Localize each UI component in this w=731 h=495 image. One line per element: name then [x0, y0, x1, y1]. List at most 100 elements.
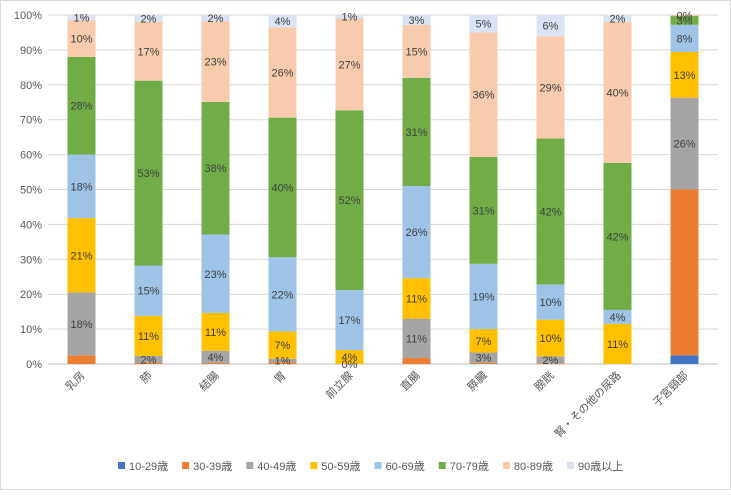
- bar-segment: [268, 358, 297, 363]
- y-tick-label: 80%: [20, 80, 42, 92]
- data-label: 4%: [610, 312, 626, 324]
- data-label: 1%: [342, 12, 358, 24]
- data-label: 4%: [208, 352, 224, 364]
- data-label: 38%: [204, 163, 226, 175]
- data-label: 11%: [138, 331, 159, 343]
- data-label: 28%: [70, 101, 92, 113]
- bar-segment: [335, 15, 364, 19]
- data-label: 15%: [405, 46, 427, 58]
- bar-segment: [536, 284, 565, 320]
- bar-segment: [402, 358, 431, 364]
- bar-segment: [402, 24, 431, 78]
- data-label: 53%: [137, 168, 159, 180]
- bar-segment: [469, 157, 498, 264]
- data-label: 0%: [342, 359, 358, 371]
- data-label: 18%: [70, 181, 92, 193]
- bar-segment: [268, 257, 297, 332]
- legend-label: 90歳以上: [578, 460, 623, 473]
- data-label: 26%: [271, 67, 293, 79]
- segment-labels: 18% 21% 18% 28% 10% 1% 2% 11% 15% 53% 17% 2% 4% 11% 23…: [70, 11, 695, 371]
- data-label: 1%: [74, 13, 90, 25]
- bar-segment: [335, 290, 364, 351]
- bar-segment: [201, 15, 230, 22]
- data-label: 4%: [342, 352, 358, 364]
- data-label: 2%: [610, 13, 626, 25]
- data-label: 10%: [70, 34, 92, 46]
- legend-label: 50-59歳: [321, 460, 360, 473]
- data-label: 17%: [338, 315, 360, 327]
- data-label: 10%: [539, 333, 561, 345]
- y-tick-label: 100%: [14, 10, 42, 22]
- bar-segment: [603, 309, 632, 324]
- legend-label: 70-79歳: [450, 460, 489, 473]
- data-label: 13%: [673, 70, 695, 82]
- data-label: 40%: [606, 87, 628, 99]
- bars: [67, 15, 699, 364]
- data-label: 26%: [405, 227, 427, 239]
- y-tick-label: 30%: [20, 254, 42, 266]
- bar-segment: [603, 162, 632, 310]
- bar-segment: [536, 319, 565, 357]
- data-label: 21%: [70, 250, 92, 262]
- legend-label: 30-39歳: [193, 460, 232, 473]
- bar-segment: [469, 352, 498, 363]
- data-label: 3%: [409, 15, 425, 27]
- bar-segment: [134, 362, 163, 364]
- bar-segment: [670, 24, 699, 52]
- bar-segment: [67, 56, 96, 155]
- data-label: 11%: [406, 333, 427, 345]
- data-label: 3%: [476, 353, 492, 365]
- bar-segment: [603, 15, 632, 22]
- bar-segment: [268, 15, 297, 28]
- bar-segment: [670, 15, 699, 17]
- legend-swatch: [502, 462, 510, 469]
- data-label: 5%: [476, 19, 492, 31]
- legend-swatch: [246, 462, 254, 469]
- bar-segment: [67, 15, 96, 21]
- bar-segment: [201, 313, 230, 351]
- data-label: 52%: [338, 195, 360, 207]
- bar-segment: [201, 350, 230, 363]
- data-label: 10%: [539, 297, 561, 309]
- y-tick-label: 50%: [20, 185, 42, 197]
- data-label: 23%: [204, 269, 226, 281]
- data-label: 18%: [70, 319, 92, 331]
- bar-segment: [603, 21, 632, 163]
- bar-segment: [134, 265, 163, 316]
- bar-segment: [134, 80, 163, 266]
- data-label: 7%: [275, 340, 291, 352]
- data-label: 2%: [208, 13, 224, 25]
- bar-segment: [469, 329, 498, 353]
- bar-segment: [335, 350, 364, 364]
- legend-swatch: [566, 462, 574, 469]
- bar-segment: [469, 263, 498, 330]
- data-label: 27%: [338, 59, 360, 71]
- bar-segment: [402, 318, 431, 359]
- legend: 10-29歳 30-39歳 40-49歳 50-59歳 60-69歳 70-79歳 80-8…: [118, 460, 623, 473]
- data-label: 2%: [141, 354, 157, 366]
- bar-segment: [268, 331, 297, 359]
- bar-segment: [268, 362, 297, 364]
- y-tick-label: 20%: [20, 289, 42, 301]
- bar-segment: [335, 110, 364, 291]
- bar-segment: [670, 189, 699, 356]
- data-label: 15%: [137, 286, 159, 298]
- bar-segment: [469, 32, 498, 158]
- bar-segment: [134, 355, 163, 363]
- bar-segment: [201, 21, 230, 102]
- legend-label: 60-69歳: [386, 460, 425, 473]
- bar-segment: [402, 15, 431, 25]
- bar-segment: [67, 292, 96, 356]
- y-tick-label: 90%: [20, 45, 42, 57]
- y-tick-label: 10%: [20, 324, 42, 336]
- data-label: 8%: [677, 33, 693, 45]
- bar-segment: [536, 363, 565, 364]
- y-tick-label: 70%: [20, 115, 42, 127]
- data-label: 19%: [472, 291, 494, 303]
- bar-segment: [536, 15, 565, 37]
- bar-segment: [603, 323, 632, 364]
- data-label: 4%: [275, 16, 291, 28]
- bar-segment: [134, 15, 163, 22]
- bar-segment: [335, 18, 364, 111]
